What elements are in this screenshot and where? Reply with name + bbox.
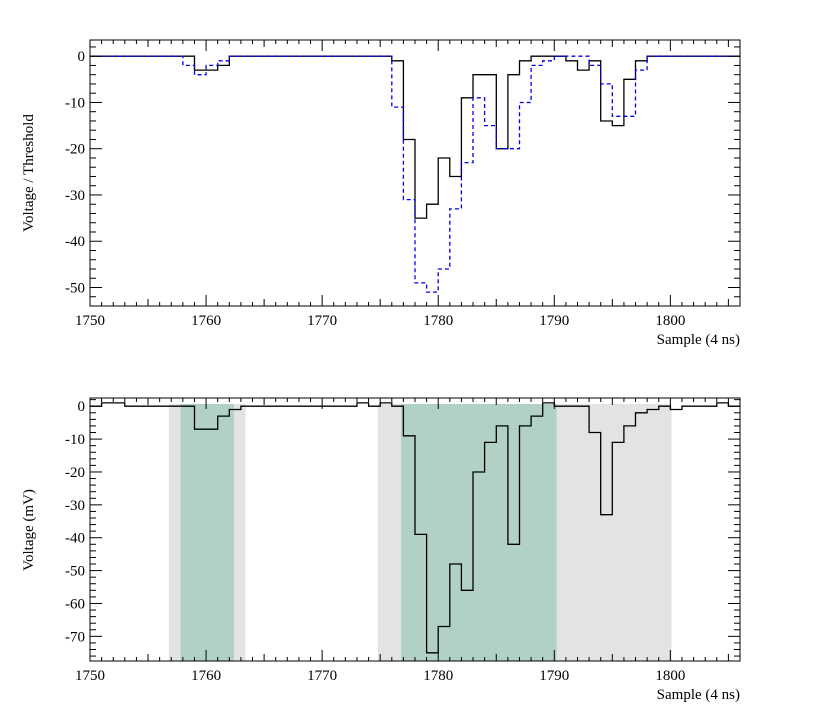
bottom-shaded-region-3 — [401, 404, 557, 661]
top-y-axis-label: Voltage / Threshold — [21, 114, 37, 232]
bottom-x-axis-label: Sample (4 ns) — [657, 687, 740, 703]
top-y-tick-label: -10 — [65, 95, 85, 111]
bottom-x-tick-label: 1760 — [191, 668, 221, 684]
top-x-tick-label: 1760 — [191, 313, 221, 329]
bottom-series-solid-line — [90, 402, 740, 654]
top-x-tick-label: 1780 — [423, 313, 453, 329]
top-series-solid-line — [90, 55, 740, 219]
top-y-tick-label: -20 — [65, 142, 85, 158]
bottom-y-tick-label: 0 — [78, 399, 86, 415]
bottom-y-tick-label: -60 — [65, 596, 85, 612]
bottom-x-tick-label: 1790 — [539, 668, 569, 684]
bottom-chart-panel: 1750 1760 1770 1780 1790 1800 0 -10 -20 -30 -40 -50… — [21, 397, 741, 703]
bottom-x-tick-label: 1780 — [423, 668, 453, 684]
top-x-tick-label: 1800 — [655, 313, 685, 329]
top-y-tick-label: -30 — [65, 188, 85, 204]
bottom-y-tick-label: -30 — [65, 498, 85, 514]
bottom-y-axis-label: Voltage (mV) — [21, 489, 37, 571]
bottom-x-tick-label: 1800 — [655, 668, 685, 684]
top-x-tick-label: 1770 — [307, 313, 337, 329]
bottom-y-tick-label: -50 — [65, 564, 85, 580]
bottom-y-tick-label: -20 — [65, 465, 85, 481]
bottom-x-tick-label: 1750 — [75, 668, 105, 684]
bottom-y-tick-label: -10 — [65, 432, 85, 448]
top-x-axis-label: Sample (4 ns) — [657, 332, 740, 348]
top-x-tick-label: 1790 — [539, 313, 569, 329]
top-series-dashed-line — [90, 55, 740, 293]
top-y-tick-label: -50 — [65, 280, 85, 296]
top-y-tick-label: 0 — [78, 49, 86, 65]
bottom-x-tick-label: 1770 — [307, 668, 337, 684]
bottom-shaded-region-1 — [180, 404, 234, 661]
bottom-y-tick-label: -70 — [65, 629, 85, 645]
bottom-y-tick-label: -40 — [65, 531, 85, 547]
top-chart-panel: 1750 1760 1770 1780 1790 1800 0 -10 -20 -30 -40 -50… — [21, 39, 741, 348]
top-y-tick-label: -40 — [65, 234, 85, 250]
top-x-tick-label: 1750 — [75, 313, 105, 329]
